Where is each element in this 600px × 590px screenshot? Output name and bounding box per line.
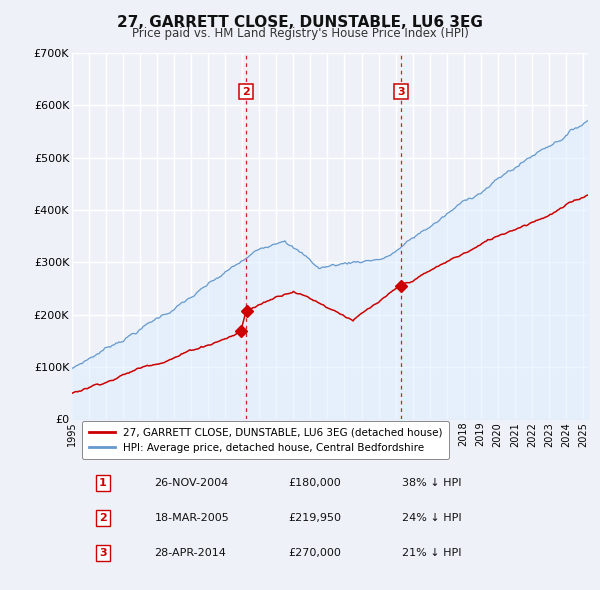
Text: 26-NOV-2004: 26-NOV-2004 — [155, 478, 229, 488]
Text: 28-APR-2014: 28-APR-2014 — [155, 548, 226, 558]
Text: 24% ↓ HPI: 24% ↓ HPI — [402, 513, 462, 523]
Text: 1: 1 — [99, 478, 107, 488]
Text: 2: 2 — [99, 513, 107, 523]
Text: 3: 3 — [397, 87, 405, 97]
Text: 21% ↓ HPI: 21% ↓ HPI — [402, 548, 462, 558]
Text: 3: 3 — [99, 548, 107, 558]
Text: 27, GARRETT CLOSE, DUNSTABLE, LU6 3EG: 27, GARRETT CLOSE, DUNSTABLE, LU6 3EG — [117, 15, 483, 30]
Text: 2: 2 — [242, 87, 250, 97]
Text: Price paid vs. HM Land Registry's House Price Index (HPI): Price paid vs. HM Land Registry's House … — [131, 27, 469, 40]
Text: £270,000: £270,000 — [289, 548, 341, 558]
Text: 18-MAR-2005: 18-MAR-2005 — [155, 513, 229, 523]
Text: £219,950: £219,950 — [289, 513, 342, 523]
Legend: 27, GARRETT CLOSE, DUNSTABLE, LU6 3EG (detached house), HPI: Average price, deta: 27, GARRETT CLOSE, DUNSTABLE, LU6 3EG (d… — [82, 421, 449, 459]
Text: 38% ↓ HPI: 38% ↓ HPI — [402, 478, 462, 488]
Text: £180,000: £180,000 — [289, 478, 341, 488]
